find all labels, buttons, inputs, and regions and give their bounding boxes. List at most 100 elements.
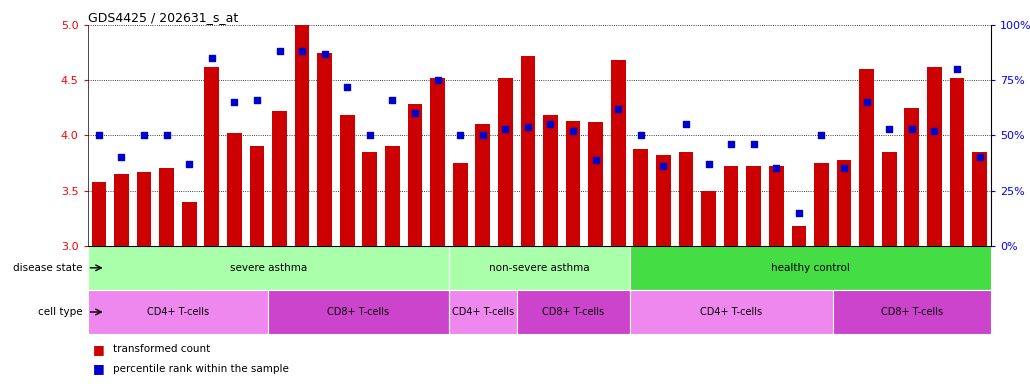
Text: cell type: cell type: [38, 307, 82, 317]
Bar: [882, 152, 896, 246]
Bar: [543, 116, 558, 246]
Bar: [520, 56, 536, 246]
Point: [768, 166, 785, 172]
Bar: [385, 146, 400, 246]
Bar: [160, 169, 174, 246]
Point: [542, 121, 558, 127]
Bar: [833, 290, 991, 334]
Bar: [629, 246, 991, 290]
Bar: [972, 152, 987, 246]
Text: ■: ■: [93, 343, 104, 356]
Bar: [182, 202, 197, 246]
Point: [746, 141, 762, 147]
Point: [159, 132, 175, 139]
Bar: [565, 121, 581, 246]
Point: [520, 124, 537, 130]
Point: [407, 110, 423, 116]
Bar: [656, 155, 671, 246]
Bar: [814, 163, 829, 246]
Bar: [295, 25, 309, 246]
Text: disease state: disease state: [13, 263, 82, 273]
Bar: [611, 60, 625, 246]
Point: [949, 66, 965, 72]
Bar: [453, 163, 468, 246]
Bar: [950, 78, 964, 246]
Text: ■: ■: [93, 362, 104, 375]
Bar: [408, 104, 422, 246]
Bar: [249, 146, 265, 246]
Bar: [633, 149, 648, 246]
Bar: [363, 152, 377, 246]
Bar: [114, 174, 129, 246]
Point: [294, 48, 310, 55]
Bar: [272, 111, 286, 246]
Bar: [497, 78, 513, 246]
Point: [248, 97, 265, 103]
Bar: [227, 133, 242, 246]
Point: [339, 84, 355, 90]
Bar: [904, 108, 919, 246]
Text: non-severe asthma: non-severe asthma: [489, 263, 589, 273]
Bar: [769, 166, 784, 246]
Bar: [92, 182, 106, 246]
Bar: [517, 290, 629, 334]
Point: [227, 99, 243, 105]
Point: [835, 166, 852, 172]
Point: [475, 132, 491, 139]
Text: GDS4425 / 202631_s_at: GDS4425 / 202631_s_at: [88, 11, 238, 24]
Point: [181, 161, 198, 167]
Point: [452, 132, 469, 139]
Point: [881, 126, 897, 132]
Bar: [449, 246, 629, 290]
Bar: [340, 116, 354, 246]
Point: [384, 97, 401, 103]
Bar: [679, 152, 693, 246]
Bar: [792, 226, 806, 246]
Point: [316, 51, 333, 57]
Point: [610, 106, 626, 112]
Point: [655, 163, 672, 169]
Bar: [927, 67, 941, 246]
Bar: [449, 290, 517, 334]
Bar: [724, 166, 739, 246]
Point: [971, 154, 988, 161]
Point: [497, 126, 514, 132]
Point: [271, 48, 287, 55]
Text: CD4+ T-cells: CD4+ T-cells: [147, 307, 209, 317]
Point: [926, 128, 942, 134]
Text: transformed count: transformed count: [113, 344, 210, 354]
Bar: [88, 246, 449, 290]
Point: [723, 141, 740, 147]
Bar: [88, 246, 991, 301]
Point: [791, 210, 808, 216]
Bar: [701, 190, 716, 246]
Text: healthy control: healthy control: [770, 263, 850, 273]
Point: [632, 132, 649, 139]
Text: CD8+ T-cells: CD8+ T-cells: [542, 307, 605, 317]
Text: percentile rank within the sample: percentile rank within the sample: [113, 364, 289, 374]
Bar: [588, 122, 603, 246]
Bar: [629, 290, 833, 334]
Point: [814, 132, 830, 139]
Point: [113, 154, 130, 161]
Bar: [317, 53, 332, 246]
Point: [587, 157, 604, 163]
Bar: [836, 160, 852, 246]
Point: [136, 132, 152, 139]
Point: [903, 126, 920, 132]
Bar: [431, 78, 445, 246]
Bar: [476, 124, 490, 246]
Point: [430, 77, 446, 83]
Bar: [747, 166, 761, 246]
Point: [362, 132, 378, 139]
Text: CD4+ T-cells: CD4+ T-cells: [700, 307, 762, 317]
Bar: [88, 290, 268, 334]
Point: [564, 128, 581, 134]
Bar: [204, 67, 219, 246]
Text: CD4+ T-cells: CD4+ T-cells: [452, 307, 514, 317]
Point: [700, 161, 717, 167]
Bar: [137, 172, 151, 246]
Text: CD8+ T-cells: CD8+ T-cells: [328, 307, 389, 317]
Bar: [859, 69, 874, 246]
Point: [678, 121, 694, 127]
